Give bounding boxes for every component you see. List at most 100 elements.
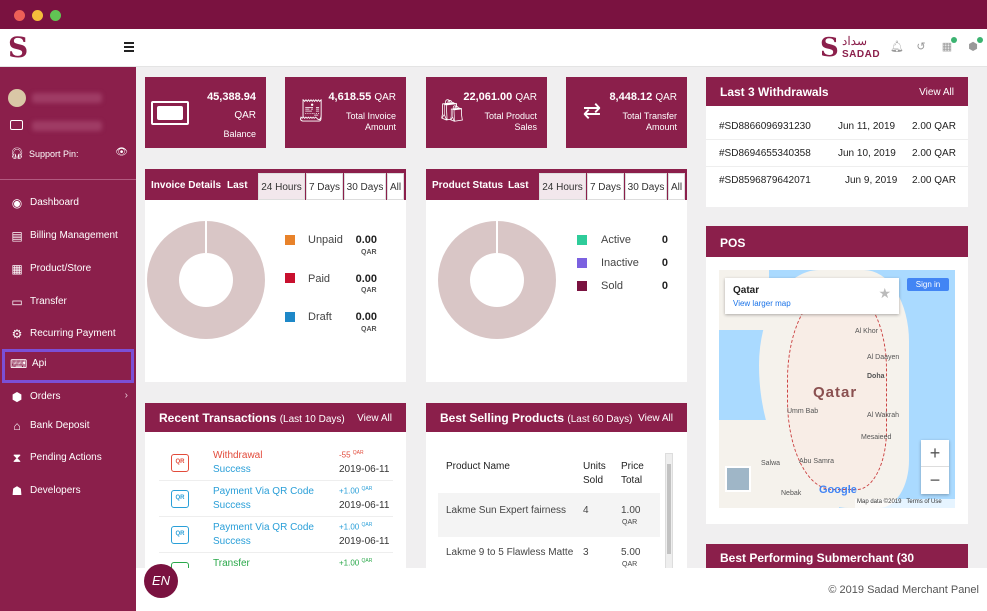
balance-card[interactable]: 45,388.94 QAR Balance xyxy=(145,77,266,148)
list-item[interactable]: QR Payment Via QR Code Success +1.00 QAR… xyxy=(159,517,393,553)
recent-transactions-view-all-link[interactable]: View All xyxy=(357,413,392,424)
best-performing-title: Best Performing Submerchant (30 xyxy=(720,551,915,565)
sidebar-item-developers[interactable]: ☗ Developers xyxy=(0,476,136,506)
best-selling-view-all-link[interactable]: View All xyxy=(638,413,673,424)
transaction-date: 2019-06-11 xyxy=(339,464,390,475)
sidebar-item-billing[interactable]: ▤ Billing Management xyxy=(0,221,136,251)
copyright-text: © 2019 Sadad Merchant Panel xyxy=(828,584,979,596)
product-sales-value: 22,061.00 QAR xyxy=(463,91,537,103)
close-window-button[interactable] xyxy=(14,10,25,21)
product-status-title: Product Status xyxy=(432,180,504,191)
product-name: Lakme 9 to 5 Flawless Matte xyxy=(446,547,574,558)
withdrawal-amount: 2.00 QAR xyxy=(912,121,956,132)
sidebar-item-orders[interactable]: ⬢ Orders › xyxy=(0,382,136,412)
sidebar-item-label: Transfer xyxy=(30,296,67,307)
balance-label: Balance xyxy=(223,129,256,139)
history-icon[interactable]: ↺ xyxy=(916,41,926,53)
street-view-thumbnail[interactable] xyxy=(725,466,751,492)
sadad-logo-icon[interactable]: S xyxy=(8,31,29,64)
view-larger-map-link[interactable]: View larger map xyxy=(733,299,791,308)
product-tab-30-days[interactable]: 30 Days xyxy=(625,173,667,200)
invoice-tab-all[interactable]: All xyxy=(387,173,404,200)
terms-link[interactable]: Terms of Use xyxy=(906,499,942,505)
scrollbar-thumb[interactable] xyxy=(667,464,671,554)
avatar[interactable] xyxy=(8,89,26,107)
paid-legend-label: Paid xyxy=(308,273,331,285)
transfer-icon: ▭ xyxy=(11,295,23,309)
bell-icon[interactable]: 🔔︎ xyxy=(890,41,904,53)
invoice-tab-30-days[interactable]: 30 Days xyxy=(344,173,386,200)
paid-legend-swatch xyxy=(285,273,295,283)
eye-icon[interactable]: 👁︎ xyxy=(115,147,128,158)
list-item[interactable]: ↔ Transfer +1.00 QAR xyxy=(159,553,393,568)
transaction-type: Payment Via QR Code xyxy=(213,486,314,497)
notifications-check-icon[interactable]: ⬢ xyxy=(966,37,983,54)
unpaid-legend-value: 0.00 xyxy=(355,234,377,246)
sidebar-item-label: Pending Actions xyxy=(30,452,102,463)
product-status-last-label: Last xyxy=(508,180,529,191)
product-tab-7-days[interactable]: 7 Days xyxy=(587,173,624,200)
product-sales-card[interactable]: 🛍︎ 22,061.00 QAR Total Product Sales xyxy=(426,77,547,148)
transaction-type: Payment Via QR Code xyxy=(213,522,314,533)
map-label-doha: Doha xyxy=(867,373,885,380)
table-row[interactable]: #SD8596879642071 Jun 9, 2019 2.00 QAR xyxy=(706,167,968,194)
withdrawals-view-all-link[interactable]: View All xyxy=(919,87,954,98)
transaction-status: Success xyxy=(213,500,251,511)
recent-transactions-header: Recent Transactions (Last 10 Days) View … xyxy=(145,403,406,432)
units-sold: 3 xyxy=(583,547,589,558)
sidebar-item-bank-deposit[interactable]: ⌂ Bank Deposit xyxy=(0,411,136,441)
api-icon: ⌨ xyxy=(10,357,28,371)
list-item[interactable]: QR Payment Via QR Code Success +1.00 QAR… xyxy=(159,481,393,517)
pos-panel: POS Qatar Doha Al Wakrah Mesaieed Umm Ba… xyxy=(706,226,968,524)
recent-transactions-panel: Recent Transactions (Last 10 Days) View … xyxy=(145,403,406,568)
transfer-amount-label2: Amount xyxy=(645,122,677,132)
product-tab-all[interactable]: All xyxy=(668,173,685,200)
pos-map[interactable]: Qatar Doha Al Wakrah Mesaieed Umm Bab Sa… xyxy=(719,270,955,508)
sidebar-item-pending-actions[interactable]: ⧗ Pending Actions xyxy=(0,443,136,473)
invoice-amount-card[interactable]: 🧾︎ 4,618.55 QAR Total Invoice Amount xyxy=(285,77,406,148)
sidebar-item-label: Developers xyxy=(30,485,81,496)
chevron-right-icon: › xyxy=(124,390,128,401)
inactive-legend-swatch xyxy=(577,258,587,268)
bank-icon: ⌂ xyxy=(13,419,21,433)
table-row[interactable]: #SD8694655340358 Jun 10, 2019 2.00 QAR xyxy=(706,140,968,167)
sidebar-item-dashboard[interactable]: ◉ Dashboard xyxy=(0,188,136,218)
table-row[interactable]: Lakme 9 to 5 Flawless Matte 3 5.00 QAR xyxy=(438,539,660,568)
map-label-umm-bab: Umm Bab xyxy=(787,408,819,415)
sidebar-item-api[interactable]: ⌨ Api xyxy=(2,349,134,383)
table-row[interactable]: Lakme Sun Expert fairness 4 1.00 QAR xyxy=(438,493,660,537)
invoice-tab-7-days[interactable]: 7 Days xyxy=(306,173,343,200)
invoice-tab-24-hours[interactable]: 24 Hours xyxy=(258,173,305,200)
list-item[interactable]: QR Withdrawal Success -55 QAR 2019-06-11 xyxy=(159,445,393,481)
sidebar-item-transfer[interactable]: ▭ Transfer xyxy=(0,287,136,317)
language-toggle-button[interactable]: EN xyxy=(144,564,178,598)
table-scrollbar[interactable] xyxy=(665,453,673,568)
price-total: 5.00 xyxy=(621,547,641,558)
zoom-in-button[interactable]: + xyxy=(921,440,949,467)
draft-legend-value: 0.00 xyxy=(355,311,377,323)
product-name: Lakme Sun Expert fairness xyxy=(446,505,567,516)
transaction-amount: +1.00 QAR xyxy=(339,558,373,568)
price-total: 1.00 xyxy=(621,505,641,516)
table-row[interactable]: #SD8866096931230 Jun 11, 2019 2.00 QAR xyxy=(706,113,968,140)
store-status-icon[interactable]: ▦ xyxy=(940,37,957,54)
sold-legend-swatch xyxy=(577,281,587,291)
units-sold: 4 xyxy=(583,505,589,516)
map-info-popup: Qatar View larger map ★ xyxy=(725,278,899,314)
recurring-icon: ⚙ xyxy=(11,327,23,341)
transaction-status: Success xyxy=(213,536,251,547)
column-header-units-sold: Sold xyxy=(583,475,604,486)
map-sign-in-button[interactable]: Sign in xyxy=(907,278,949,291)
inactive-legend-label: Inactive xyxy=(601,257,639,269)
sidebar-item-product-store[interactable]: ▦ Product/Store xyxy=(0,254,136,284)
pos-header: POS xyxy=(706,226,968,257)
maximize-window-button[interactable] xyxy=(50,10,61,21)
zoom-out-button[interactable]: − xyxy=(929,470,941,490)
transfer-amount-card[interactable]: ⇄ 8,448.12 QAR Total Transfer Amount xyxy=(566,77,687,148)
minimize-window-button[interactable] xyxy=(32,10,43,21)
sidebar-item-recurring-payment[interactable]: ⚙ Recurring Payment xyxy=(0,319,136,349)
balance-value: 45,388.94 xyxy=(207,91,256,103)
product-tab-24-hours[interactable]: 24 Hours xyxy=(539,173,586,200)
menu-toggle-icon[interactable] xyxy=(124,42,134,52)
star-icon[interactable]: ★ xyxy=(878,285,891,301)
